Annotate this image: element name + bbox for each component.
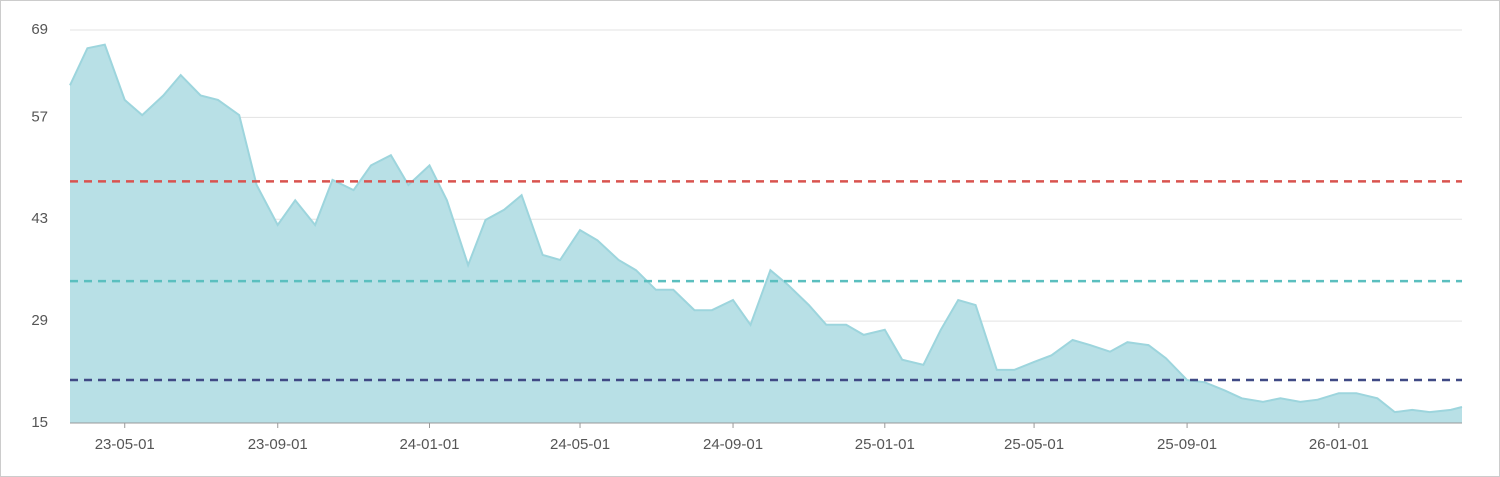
y-tick-label: 69 — [31, 21, 48, 38]
y-tick-label: 57 — [31, 108, 48, 125]
x-tick-label: 25-01-01 — [855, 436, 915, 453]
x-tick-label: 25-09-01 — [1157, 436, 1217, 453]
x-tick-label: 23-05-01 — [95, 436, 155, 453]
area — [70, 44, 1462, 423]
x-tick-label: 25-05-01 — [1004, 436, 1064, 453]
x-tick-label: 23-09-01 — [248, 436, 308, 453]
x-tick-label: 24-01-01 — [399, 436, 459, 453]
x-tick-label: 24-05-01 — [550, 436, 610, 453]
x-tick-label: 26-01-01 — [1309, 436, 1369, 453]
y-tick-label: 29 — [31, 312, 48, 329]
x-tick-label: 24-09-01 — [703, 436, 763, 453]
line — [69, 43, 1463, 414]
y-tick-label: 15 — [31, 414, 48, 431]
y-tick-label: 43 — [31, 210, 48, 227]
